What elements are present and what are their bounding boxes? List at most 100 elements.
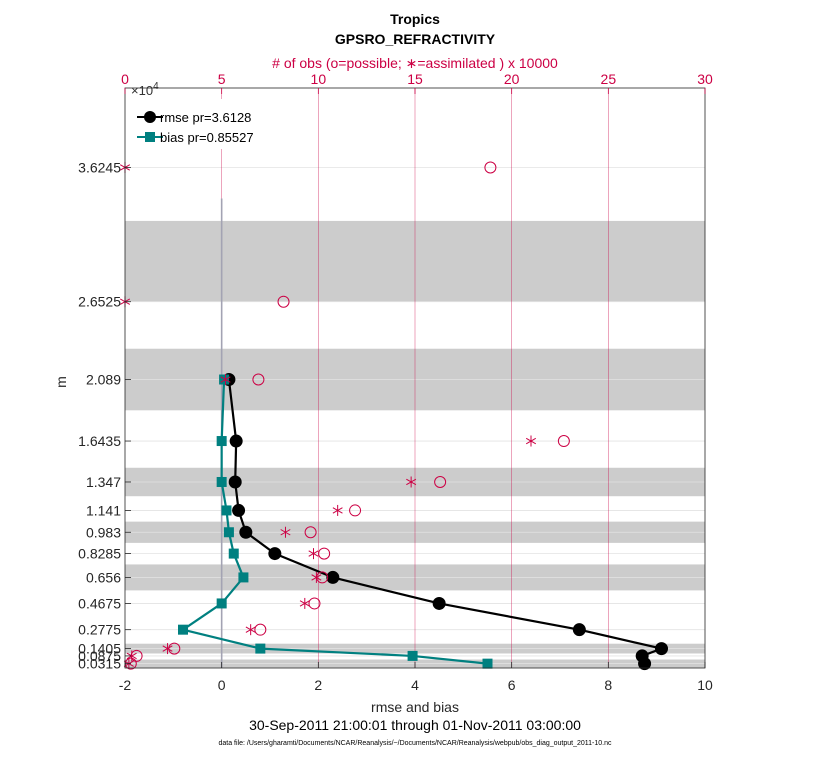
rmse-point-9 [228,475,242,489]
y-tick-label-7: 0.983 [86,524,121,540]
obs-possible-9 [434,475,447,488]
top-tick-label-6: 30 [697,71,713,87]
y-tick-label-13: 3.6245 [78,159,121,175]
obs-assimilated-1 [126,650,137,662]
y-tick-label-11: 2.089 [86,372,121,388]
obs-assimilated-10 [525,435,537,447]
obs-assimilated-stroke-1-2 [126,652,137,660]
y-tick-label-0: 0.0315 [78,656,121,672]
bias-point-3 [178,624,188,635]
x-tick-label-5: 8 [604,677,612,693]
bias-point-11 [219,374,230,385]
rmse-point-8 [232,503,246,517]
rmse-point-6 [268,547,282,561]
obs-assimilated-2 [162,643,173,655]
obs-assimilated-stroke-3-2 [245,626,256,633]
top-axis-exponent-power: 4 [153,81,159,92]
obs-assimilated-3 [245,624,256,636]
bias-point-0 [482,658,493,669]
obs-possible-2 [168,642,181,655]
bias-line [181,379,488,665]
obs-assimilated-stroke-6-2 [308,550,319,557]
obs-possible-7 [304,526,317,539]
series-rmse [222,373,668,671]
y-tick-label-9: 1.347 [86,474,121,490]
bias-point-4 [216,598,227,609]
x-axis: -2 0 2 4 6 8 10 [119,662,713,693]
obs-possible-10 [557,435,570,448]
rmse-point-5 [326,570,340,584]
obs-assimilated-stroke-10-2 [525,437,537,445]
bias-point-5 [238,572,249,583]
obs-possible-12 [277,295,290,308]
obs-assimilated-9 [406,476,417,488]
rmse-point-7 [239,525,253,539]
obs-assimilated-stroke-11-2 [220,376,231,383]
y-tick-label-5: 0.656 [86,569,121,585]
y-tick-label-2: 0.1405 [78,641,121,657]
y-tick-label-3: 0.2775 [78,622,121,638]
obs-assimilated-4 [299,597,310,609]
obs-possible-4 [308,597,321,610]
top-tick-label-1: 5 [218,71,226,87]
bias-point-7 [223,527,234,538]
bias-point-2 [255,643,266,654]
y-axis-label: m [53,376,69,388]
series-layer [178,373,668,671]
bias-point-9 [216,476,227,487]
obs-possible-13 [484,161,497,174]
rmse-point-1 [635,649,649,663]
obs-assimilated-7 [280,526,291,538]
rmse-point-3 [572,623,586,637]
bias-point-8 [221,505,232,516]
rmse-point-10 [229,434,243,448]
rmse-line [227,379,663,664]
obs-possible-8 [349,504,362,517]
x-tick-label-3: 4 [411,677,419,693]
obs-possible-11 [252,373,265,386]
y-tick-label-8: 1.141 [86,502,121,518]
legend-bias-marker [145,132,155,142]
bias-point-1 [407,650,418,661]
legend-bias-label: bias pr=0.85527 [160,130,254,145]
obs-assimilated-stroke-2-2 [162,645,173,652]
series-bias [178,374,493,669]
obs-assimilated-6 [308,548,319,560]
top-axis-exponent-base: ×10 [131,83,153,98]
obs-assimilated-stroke-8-2 [332,507,343,514]
obs-assimilated-stroke-7-2 [280,529,291,536]
x-tick-label-4: 6 [508,677,516,693]
y-tick-label-6: 0.8285 [78,546,121,562]
top-tick-label-3: 15 [407,71,423,87]
x-tick-label-1: 0 [218,677,226,693]
y-tick-label-12: 2.6525 [78,294,121,310]
legend: rmse pr=3.6128 bias pr=0.85527 [128,99,278,149]
top-tick-label-2: 10 [311,71,327,87]
obs-assimilated-stroke-4-2 [299,600,310,607]
legend-rmse-marker [144,111,156,123]
x-tick-label-2: 2 [314,677,322,693]
legend-rmse-label: rmse pr=3.6128 [160,110,251,125]
y-tick-label-10: 1.6435 [78,433,121,449]
obs-assimilated-11 [220,374,231,386]
top-tick-label-0: 0 [121,71,129,87]
top-tick-label-4: 20 [504,71,520,87]
top-axis-exponent: ×104 [131,81,159,98]
obs-assimilated-8 [332,504,343,516]
time-range: 30-Sep-2011 21:00:01 through 01-Nov-2011… [249,717,581,733]
rmse-point-4 [432,596,446,610]
chart-subtitle: GPSRO_REFRACTIVITY [335,31,496,47]
obs-possible-3 [254,623,267,636]
obs-assimilated-stroke-9-2 [406,478,417,486]
top-axis-label: # of obs (o=possible; ∗=assimilated ) x … [272,55,558,71]
x-axis-label: rmse and bias [371,699,459,715]
y-tick-label-4: 0.4675 [78,595,121,611]
x-tick-label-6: 10 [697,677,713,693]
top-axis: 0 5 10 15 20 25 30 [121,71,713,94]
x-tick-label-0: -2 [119,677,132,693]
bias-point-6 [228,548,239,559]
data-file-note: data file: /Users/gharamti/Documents/NCA… [218,740,612,747]
obs-assimilated-5 [311,571,322,583]
